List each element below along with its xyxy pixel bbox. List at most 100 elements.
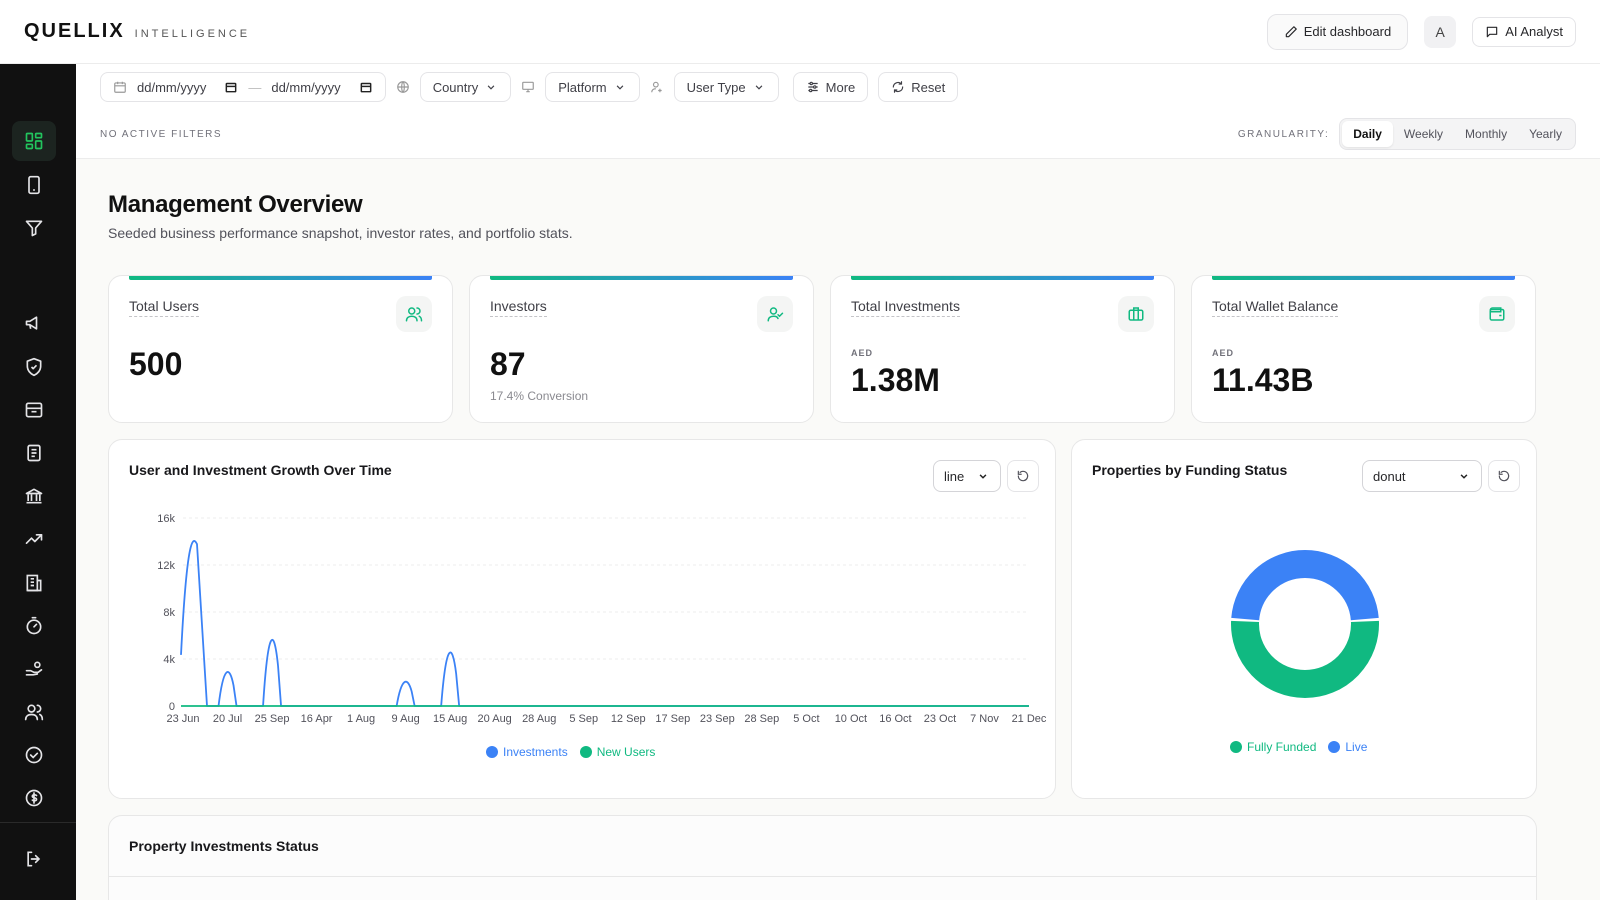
x-tick-label: 7 Nov [970,713,999,725]
platform-label: Platform [558,79,607,95]
granularity-weekly[interactable]: Weekly [1403,127,1444,141]
kpi-accent-bar [1212,276,1515,280]
card-title: User and Investment Growth Over Time [129,462,392,478]
granularity-daily[interactable]: Daily [1342,121,1393,147]
donut-slice-live[interactable] [1231,550,1379,621]
user-type-label: User Type [686,79,746,95]
sliders-icon [806,80,820,94]
date-from-input[interactable]: dd/mm/yyyy [137,80,238,95]
x-tick-label: 5 Sep [569,713,598,725]
legend-item-new-users[interactable]: New Users [579,745,655,759]
legend-swatch [579,746,592,758]
chart-type-select[interactable]: line [933,460,1001,492]
reset-zoom-button[interactable] [1007,460,1039,492]
x-tick-label: 23 Oct [924,713,956,725]
brand-logo[interactable]: QUELLIX INTELLIGENCE [24,20,250,43]
main-content: Management Overview Seeded business perf… [76,159,1600,900]
legend-item-investments[interactable]: Investments [486,745,568,759]
growth-line-chart[interactable]: 0 4k 8k 12k 16k 23 Jun 20 Jul 25 Sep 16 Apr 1 Aug… [109,440,1057,800]
country-select[interactable]: Country [419,72,512,102]
chart-type-select[interactable]: donut [1362,460,1482,492]
x-tick-label: 10 Oct [835,713,867,725]
chat-icon [1485,25,1499,39]
kpi-label: Total Users [129,298,200,317]
legend-item-live[interactable]: Live [1328,740,1367,754]
kpi-value: 500 [129,346,183,382]
y-tick-label: 8k [163,607,175,619]
sidebar-divider [0,822,76,823]
legend-item-fully-funded[interactable]: Fully Funded [1230,740,1316,754]
user-type-select[interactable]: User Type [673,72,779,102]
timer-icon[interactable] [12,606,56,646]
dollar-circle-icon[interactable] [12,778,56,818]
rotate-ccw-icon [1016,469,1030,483]
bank-icon[interactable] [12,476,56,516]
megaphone-icon[interactable] [12,303,56,343]
calendar-picker-icon[interactable] [359,80,373,94]
date-separator: — [248,79,262,95]
filter-funnel-icon[interactable] [12,208,56,248]
kpi-accent-bar [851,276,1154,280]
platform-select[interactable]: Platform [545,72,640,102]
reset-zoom-button[interactable] [1488,460,1520,492]
briefcase-icon [1118,296,1154,332]
users-icon[interactable] [12,692,56,732]
check-circle-icon[interactable] [12,735,56,775]
legend-label: Live [1345,740,1368,754]
x-tick-label: 17 Sep [655,713,690,725]
kpi-card-total-users: Total Users 500 [108,275,453,423]
reset-filters-button[interactable]: Reset [878,72,959,102]
kpi-value: 1.38M [851,362,940,398]
users-icon [396,296,432,332]
growth-chart-card: User and Investment Growth Over Time lin… [108,439,1056,799]
archive-box-icon[interactable] [12,390,56,430]
edit-dashboard-button[interactable]: Edit dashboard [1266,13,1409,50]
hand-coins-icon[interactable] [12,649,56,689]
active-filters-status: NO ACTIVE FILTERS [100,128,222,140]
kpi-label: Total Wallet Balance [1212,298,1339,317]
legend-swatch [1230,741,1242,753]
kpi-conversion: 17.4% Conversion [490,389,589,403]
chevron-down-icon [1457,469,1471,483]
legend-swatch [1328,741,1341,753]
edit-dashboard-label: Edit dashboard [1303,24,1392,39]
x-tick-label: 1 Aug [347,713,375,725]
document-list-icon[interactable] [12,433,56,473]
logout-icon[interactable] [12,839,56,879]
donut-slice-fully-funded[interactable] [1231,620,1379,698]
dashboard-grid-icon[interactable] [12,121,56,161]
funding-chart-legend: Fully Funded Live [1230,740,1367,754]
granularity-monthly[interactable]: Monthly [1465,127,1508,141]
calendar-picker-icon[interactable] [224,80,238,94]
y-tick-label: 16k [157,513,175,525]
monitor-icon [521,80,535,94]
trending-up-icon[interactable] [12,519,56,559]
legend-swatch [486,746,498,758]
avatar[interactable]: A [1424,15,1457,48]
funding-donut-chart[interactable] [1072,440,1538,800]
pencil-icon [1284,25,1298,39]
kpi-label: Total Investments [851,298,960,317]
tablet-icon[interactable] [12,165,56,205]
x-tick-label: 25 Sep [255,713,290,725]
more-filters-button[interactable]: More [792,72,869,102]
date-to-input[interactable]: dd/mm/yyyy [271,80,372,95]
ai-analyst-button[interactable]: AI Analyst [1472,16,1576,47]
x-tick-label: 9 Aug [392,713,420,725]
x-tick-label: 23 Sep [700,713,735,725]
kpi-currency: AED [851,348,874,358]
refresh-icon [891,80,905,94]
x-tick-label: 16 Apr [301,713,333,725]
shield-check-icon[interactable] [12,347,56,387]
chevron-down-icon [613,80,627,94]
card-divider [109,876,1536,877]
card-title: Property Investments Status [129,838,319,854]
card-title: Properties by Funding Status [1092,462,1288,478]
date-range-field[interactable]: dd/mm/yyyy — dd/mm/yyyy [100,72,386,102]
granularity-yearly[interactable]: Yearly [1529,127,1562,141]
sidebar [0,64,76,900]
granularity-segmented: Daily Weekly Monthly Yearly [1339,118,1576,150]
kpi-card-wallet-balance: Total Wallet Balance AED 11.43B [1191,275,1536,423]
date-from-placeholder: dd/mm/yyyy [137,79,207,95]
building-icon[interactable] [12,563,56,603]
